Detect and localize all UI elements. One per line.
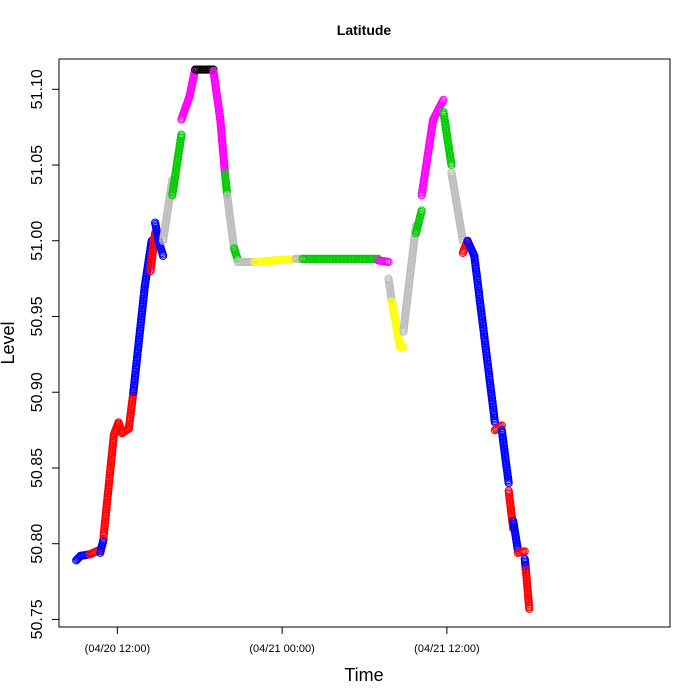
y-tick-label: 51.10 (29, 69, 46, 109)
y-tick-label: 50.90 (29, 372, 46, 412)
y-tick-label: 50.80 (29, 524, 46, 564)
data-point (439, 95, 448, 105)
data-point (497, 421, 506, 430)
data-point (417, 206, 426, 215)
data-point (99, 535, 108, 544)
x-tick-label: (04/20 12:00) (85, 643, 150, 655)
data-point (159, 251, 168, 260)
data-point (399, 342, 408, 351)
y-tick-label: 51.05 (29, 145, 46, 185)
data-point (177, 130, 186, 139)
x-axis: (04/20 12:00) (04/21 00:00) (04/21 12:00) (85, 627, 480, 655)
x-tick-label: (04/21 00:00) (249, 643, 314, 655)
x-axis-label: Time (344, 665, 383, 685)
plot-frame (58, 58, 671, 628)
y-axis-label: Level (0, 321, 18, 364)
data-point (525, 604, 534, 613)
y-tick-label: 50.95 (29, 296, 46, 336)
y-tick-label: 50.85 (29, 448, 46, 488)
chart-title: Latitude (337, 22, 392, 38)
y-tick-label: 51.00 (29, 221, 46, 261)
y-tick-label: 50.75 (29, 599, 46, 639)
y-axis: 50.75 50.80 50.85 50.90 50.95 51.00 51.05 51.10 (29, 69, 59, 639)
x-tick-label: (04/21 12:00) (414, 643, 479, 655)
data-points (72, 65, 534, 613)
data-point (384, 257, 393, 267)
